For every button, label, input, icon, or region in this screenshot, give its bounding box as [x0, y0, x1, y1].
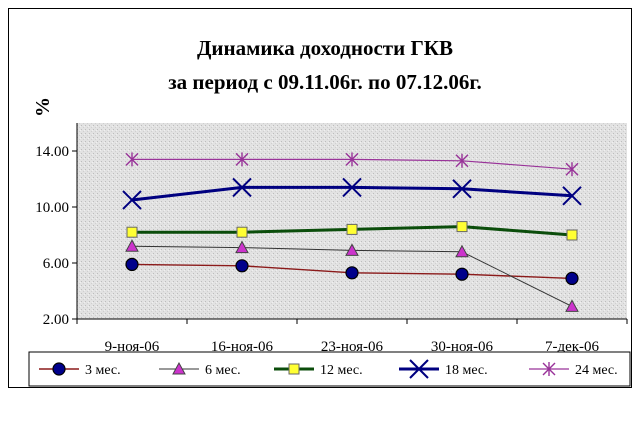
ticks-layer: 2.00 6.00 10.00 14.00 9-ноя-06 16-ноя-06 23-но…: [35, 144, 628, 355]
chart-frame: Динамика доходности ГКВ за период с 09.1…: [8, 8, 632, 388]
data-point: [456, 221, 468, 233]
data-point: [235, 240, 249, 254]
legend-item: 6 мес.: [159, 361, 241, 378]
data-point: [565, 162, 579, 177]
data-point: [566, 229, 578, 241]
legend-label: 24 мес.: [575, 363, 618, 378]
data-point: [342, 177, 362, 198]
data-point: [452, 179, 472, 199]
legend-marker: [542, 362, 556, 376]
legend-item: 24 мес.: [529, 362, 618, 378]
chart-svg: Динамика доходности ГКВ за период с 09.1…: [28, 36, 631, 387]
legend-marker: [52, 362, 66, 376]
data-point: [346, 223, 358, 235]
legend-marker: [288, 363, 300, 375]
data-point: [125, 152, 139, 167]
data-point: [455, 244, 469, 258]
legend-marker: [172, 361, 186, 375]
series-5: [125, 152, 579, 177]
series-layer: [122, 152, 582, 312]
data-point: [345, 152, 359, 167]
data-point: [455, 267, 469, 281]
data-point: [565, 271, 579, 285]
legend-marker: [409, 359, 429, 379]
x-tick-label: 30-ноя-06: [431, 339, 494, 355]
y-tick-label: 2.00: [43, 312, 69, 328]
x-tick-label: 9-ноя-06: [105, 339, 160, 355]
data-point: [125, 257, 139, 271]
x-tick-label: 16-ноя-06: [211, 339, 274, 355]
data-point: [126, 226, 138, 238]
y-tick-label: 14.00: [35, 144, 69, 160]
legend-label: 18 мес.: [445, 363, 488, 378]
data-point: [562, 186, 582, 206]
data-point: [235, 259, 249, 273]
data-point: [122, 190, 142, 210]
y-tick-label: 10.00: [35, 200, 69, 216]
series-3: [126, 221, 578, 241]
chart-title: Динамика доходности ГКВ: [197, 36, 453, 60]
x-tick-label: 7-дек-06: [545, 339, 600, 355]
legend-label: 12 мес.: [320, 363, 363, 378]
series-1: [125, 257, 579, 285]
legend-item: 12 мес.: [274, 363, 363, 378]
data-point: [235, 152, 249, 167]
data-point: [125, 239, 139, 252]
x-tick-label: 23-ноя-06: [321, 339, 384, 355]
legend-item: 3 мес.: [39, 362, 121, 378]
data-point: [345, 266, 359, 280]
legend-item: 18 мес.: [399, 359, 488, 379]
chart-subtitle: за период с 09.11.06г. по 07.12.06г.: [168, 70, 482, 94]
series-4: [122, 177, 582, 210]
data-point: [236, 226, 248, 238]
data-point: [455, 153, 469, 168]
legend-label: 3 мес.: [85, 363, 121, 378]
series-2: [125, 239, 579, 312]
legend: 3 мес. 6 мес. 12 мес. 18 мес. 24 мес.: [39, 359, 618, 379]
data-point: [345, 243, 359, 256]
y-axis-label: %: [32, 97, 54, 117]
y-tick-label: 6.00: [43, 256, 69, 272]
data-point: [565, 299, 579, 312]
data-point: [232, 177, 252, 198]
legend-label: 6 мес.: [205, 363, 241, 378]
